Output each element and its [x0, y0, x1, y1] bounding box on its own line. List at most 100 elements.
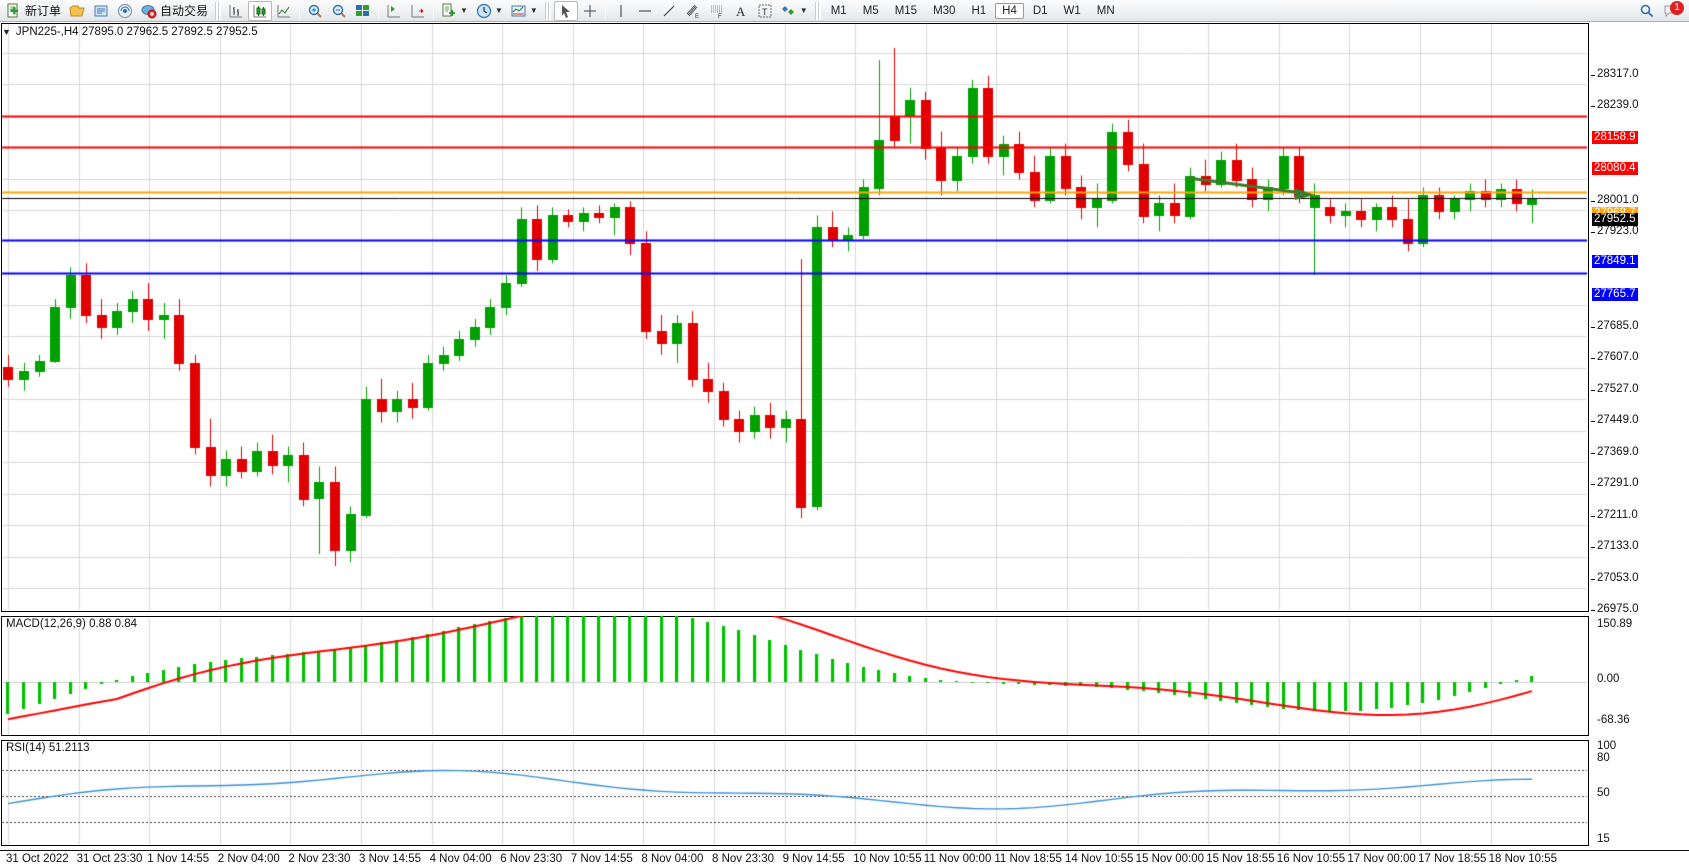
vertical-line-button[interactable] [609, 1, 633, 21]
shapes-button[interactable]: ▼ [777, 1, 812, 21]
new-order-button[interactable]: 新订单 [2, 1, 65, 21]
toolbar-grip-2[interactable] [544, 1, 551, 20]
price-pane[interactable]: ▼ JPN225-,H4 27895.0 27962.5 27892.5 279… [0, 22, 1689, 614]
price-axis-tick [1591, 610, 1595, 612]
price-axis-tick [1591, 578, 1595, 580]
main-toolbar: 新订单 [0, 0, 1689, 22]
horizontal-line-button[interactable] [633, 1, 657, 21]
auto-trading-button[interactable]: 自动交易 [137, 1, 212, 21]
toolbar-grip-1[interactable] [215, 1, 222, 20]
price-axis-tick [1591, 201, 1595, 203]
rsi-pane[interactable]: RSI(14) 51.2113 100 80 50 15 [0, 740, 1689, 848]
time-axis-label: 14 Nov 10:55 [1065, 853, 1134, 865]
time-axis-label: 17 Nov 18:55 [1418, 853, 1487, 865]
price-tag-resistance[interactable]: 28158.9 [1592, 131, 1638, 145]
timeframe-m30[interactable]: M30 [933, 4, 956, 17]
price-axis-label: 27685.0 [1597, 320, 1639, 333]
time-axis-label: 31 Oct 23:30 [76, 853, 143, 865]
chart-menu-icon[interactable]: ▼ [2, 27, 11, 37]
shapes-icon [781, 3, 797, 19]
price-axis-label: 27449.0 [1597, 414, 1639, 427]
price-axis-tick [1591, 106, 1595, 108]
timeframe-d1[interactable]: D1 [1032, 4, 1048, 17]
horizontal-line-icon [637, 3, 653, 19]
price-axis-label: 28001.0 [1597, 194, 1639, 207]
zoom-out-button[interactable] [327, 1, 351, 21]
price-axis-tick [1591, 358, 1595, 360]
price-canvas [0, 22, 1689, 614]
price-axis-label: 27133.0 [1597, 540, 1639, 553]
timeframe-mn[interactable]: MN [1096, 4, 1115, 17]
price-axis-label: 27211.0 [1597, 508, 1638, 521]
crosshair-button[interactable] [578, 1, 602, 21]
cursor-icon [558, 3, 574, 19]
price-tag-support[interactable]: 27765.7 [1592, 287, 1638, 301]
crosshair-icon [582, 3, 598, 19]
line-chart-button[interactable] [272, 1, 296, 21]
chart-shift-button[interactable] [406, 1, 430, 21]
signals-button[interactable] [113, 1, 137, 21]
bar-chart-button[interactable] [224, 1, 248, 21]
price-axis-label: 27291.0 [1597, 477, 1639, 490]
toolbar-grip-3[interactable] [814, 1, 821, 20]
timeframe-w1[interactable]: W1 [1063, 4, 1081, 17]
text-button[interactable]: A [729, 1, 753, 21]
folder-button[interactable] [65, 1, 89, 21]
tile-windows-icon [355, 3, 371, 19]
price-tag-resistance[interactable]: 28080.4 [1592, 162, 1638, 176]
svg-text:E: E [695, 14, 699, 19]
fibonacci-button[interactable]: F [705, 1, 729, 21]
zoom-in-icon [307, 3, 323, 19]
timeframe-m15[interactable]: M15 [894, 4, 918, 17]
templates-icon [511, 3, 527, 19]
time-axis-label: 10 Nov 10:55 [853, 853, 922, 865]
price-axis-label: 28317.0 [1597, 68, 1639, 81]
alerts-button[interactable]: 1 [1659, 0, 1684, 21]
zoom-out-icon [331, 3, 347, 19]
price-axis-tick [1591, 327, 1595, 329]
text-icon: A [733, 3, 749, 19]
time-axis-label: 11 Nov 18:55 [994, 853, 1062, 865]
price-tag-last-price[interactable]: 27952.5 [1592, 213, 1638, 227]
timeframe-h1[interactable]: H1 [971, 4, 987, 17]
search-button[interactable] [1635, 1, 1659, 21]
timeframe-h4[interactable]: H4 [995, 2, 1024, 19]
chart-workspace: ▼ JPN225-,H4 27895.0 27962.5 27892.5 279… [0, 22, 1689, 865]
period-button[interactable]: ▼ [472, 1, 507, 21]
time-axis-label: 8 Nov 23:30 [712, 853, 775, 865]
auto-trading-icon [141, 3, 157, 19]
indicators-icon [441, 3, 457, 19]
svg-text:F: F [718, 14, 722, 19]
templates-button[interactable]: ▼ [507, 1, 542, 21]
macd-canvas [0, 616, 1689, 738]
trendline-icon [661, 3, 677, 19]
price-axis-label: 27369.0 [1597, 446, 1639, 458]
search-icon [1639, 3, 1655, 19]
data-window-button[interactable] [89, 1, 113, 21]
macd-pane[interactable]: MACD(12,26,9) 0.88 0.84 150.89 0.00 -68.… [0, 616, 1689, 738]
notification-count: 1 [1674, 1, 1680, 13]
indicators-button[interactable]: ▼ [437, 1, 472, 21]
cursor-button[interactable] [553, 0, 578, 21]
text-label-button[interactable]: T [753, 1, 777, 21]
candlestick-chart-button[interactable] [248, 0, 273, 21]
timeframe-m5[interactable]: M5 [862, 4, 879, 17]
auto-scroll-button[interactable] [382, 1, 406, 21]
time-axis-label: 2 Nov 04:00 [217, 853, 280, 865]
tile-windows-button[interactable] [351, 1, 375, 21]
price-axis-label: 27527.0 [1597, 383, 1639, 396]
timeframe-m1[interactable]: M1 [830, 4, 847, 17]
price-axis-label: 28239.0 [1597, 99, 1639, 112]
trendline-button[interactable] [657, 1, 681, 21]
signals-icon [117, 3, 133, 19]
macd-axis-bottom: -68.36 [1597, 714, 1630, 726]
price-axis-label: 27923.0 [1597, 225, 1639, 238]
rsi-title: RSI(14) 51.2113 [6, 742, 90, 754]
time-axis[interactable]: 31 Oct 2022 31 Oct 23:30 1 Nov 14:55 2 Nov … [0, 850, 1689, 868]
price-tag-support[interactable]: 27849.1 [1592, 254, 1638, 268]
timeframe-group: M1 M5 M15 M30 H1 H4 D1 W1 MN [824, 2, 1122, 19]
macd-title: MACD(12,26,9) 0.88 0.84 [6, 618, 138, 630]
zoom-in-button[interactable] [303, 1, 327, 21]
equidistant-channel-button[interactable]: E [681, 1, 705, 21]
time-axis-label: 7 Nov 14:55 [570, 853, 633, 865]
